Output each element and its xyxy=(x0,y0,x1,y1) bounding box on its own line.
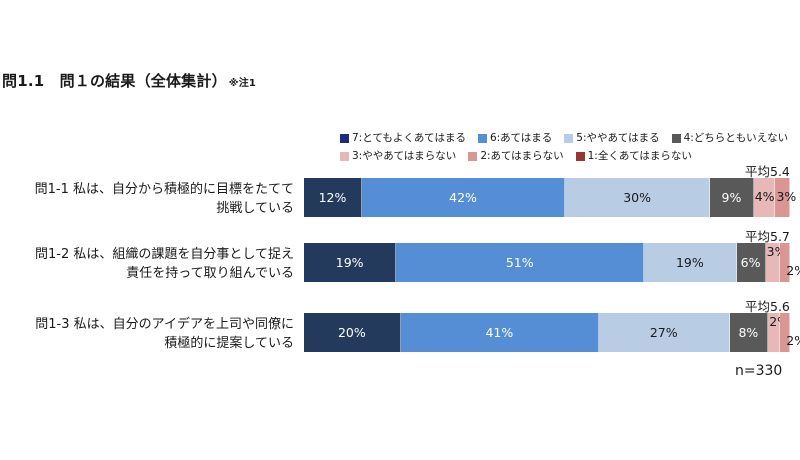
legend-item-3: 3:ややあてはまらない xyxy=(340,147,456,165)
segment-value-label: 12% xyxy=(318,190,347,205)
bar-segment: 30% xyxy=(565,178,711,217)
segment-value-label: 51% xyxy=(505,255,534,270)
bar-segment: 19% xyxy=(304,243,397,282)
legend-swatch-2 xyxy=(468,151,478,161)
legend-swatch-1 xyxy=(575,151,585,161)
bar-segment: 4% xyxy=(753,178,776,217)
segment-value-label: 27% xyxy=(649,325,678,340)
legend-item-7: 7:とてもよくあてはまる xyxy=(340,129,466,147)
average-label-1: 平均5.4 xyxy=(745,164,790,179)
stacked-bar-1: 12% 42% 30% 9% 4% 3% xyxy=(304,178,796,217)
chart-title-note: ※注1 xyxy=(228,78,257,89)
bar-segment: 41% xyxy=(400,313,599,352)
segment-value-label: 8% xyxy=(738,325,759,340)
legend-swatch-3 xyxy=(340,151,349,161)
bar-segment: 20% xyxy=(304,313,401,352)
legend-swatch-4 xyxy=(671,133,681,143)
stacked-bar-2: 19% 51% 19% 6% 3%2% xyxy=(304,243,800,282)
legend-swatch-6 xyxy=(477,133,487,143)
sample-size: n=330 xyxy=(735,363,783,379)
chart-title: 問1.1 問１の結果（全体集計） ※注1 xyxy=(2,70,256,91)
bar-segment: 8% xyxy=(729,313,769,352)
segment-value-label: 2% xyxy=(786,333,800,348)
legend-item-6: 6:あてはまる xyxy=(477,129,552,147)
legend: 7:とてもよくあてはまる 6:あてはまる 5:ややあてはまる 4:どちらともいえ… xyxy=(340,129,800,165)
segment-value-label: 42% xyxy=(449,190,477,205)
bar-segment: 51% xyxy=(396,243,645,282)
legend-item-1: 1:全くあてはまらない xyxy=(575,147,692,165)
average-label-2: 平均5.7 xyxy=(745,229,790,244)
segment-value-label: 6% xyxy=(740,255,761,270)
segment-value-label: 20% xyxy=(337,325,366,340)
bar-segment: 12% xyxy=(304,178,363,217)
segment-value-label: 41% xyxy=(485,325,514,340)
chart-title-main: 問1.1 問１の結果（全体集計） xyxy=(2,72,227,90)
bar-segment: 19% xyxy=(644,243,737,282)
row-label-2: 問1-2 私は、組織の課題を自分事として捉え 責任を持って取り組んでいる xyxy=(35,247,294,281)
row-label-1: 問1-1 私は、自分から積極的に目標をたてて 挑戦している xyxy=(34,182,294,216)
bar-segment: 42% xyxy=(362,178,566,217)
segment-value-label: 19% xyxy=(675,255,704,270)
segment-value-label: 2% xyxy=(786,263,800,278)
bar-segment: 2% xyxy=(780,243,800,282)
stacked-bar-3: 20% 41% 27% 8% 2%2% xyxy=(304,313,800,352)
segment-value-label: 9% xyxy=(721,190,742,205)
segment-value-label: 30% xyxy=(623,190,652,205)
bar-segment: 2% xyxy=(780,313,800,352)
segment-value-label: 19% xyxy=(335,255,364,270)
legend-swatch-5 xyxy=(564,133,574,143)
average-label-3: 平均5.6 xyxy=(745,299,790,314)
bar-segment: 6% xyxy=(736,243,766,282)
bar-segment: 3% xyxy=(765,243,787,282)
legend-row-1: 7:とてもよくあてはまる 6:あてはまる 5:ややあてはまる 4:どちらともいえ… xyxy=(340,129,800,147)
bar-segment: 27% xyxy=(598,313,730,352)
bar-segment: 2% xyxy=(768,313,789,352)
bar-segment: 3% xyxy=(775,178,796,217)
segment-value-label: 4% xyxy=(754,189,775,204)
legend-item-2: 2:あてはまらない xyxy=(468,147,564,165)
legend-item-5: 5:ややあてはまる xyxy=(564,129,660,147)
legend-swatch-7 xyxy=(340,133,349,143)
legend-row-2: 3:ややあてはまらない 2:あてはまらない 1:全くあてはまらない xyxy=(340,147,800,165)
segment-value-label: 3% xyxy=(776,189,797,204)
row-label-3: 問1-3 私は、自分のアイデアを上司や同僚に 積極的に提案している xyxy=(35,317,294,351)
legend-item-4: 4:どちらともいえない xyxy=(671,129,788,147)
bar-segment: 9% xyxy=(710,178,754,217)
